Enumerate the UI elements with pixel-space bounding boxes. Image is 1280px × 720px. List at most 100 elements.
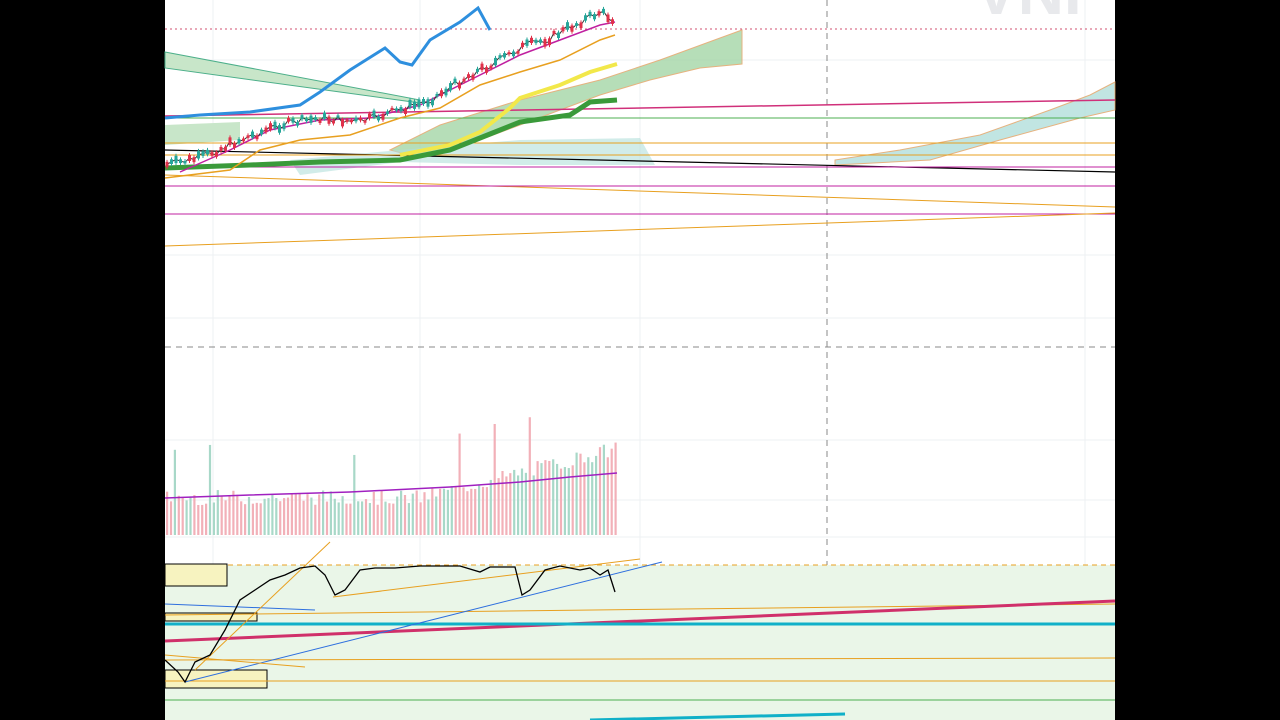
volume-bar <box>255 502 258 535</box>
volume-bar <box>548 460 551 535</box>
volume-bar <box>407 503 410 535</box>
volume-bar <box>232 490 235 535</box>
candle <box>570 25 574 32</box>
candle <box>489 65 493 69</box>
candle <box>435 93 439 97</box>
cloud <box>165 122 240 145</box>
candle <box>278 125 281 133</box>
label-box <box>164 669 268 689</box>
volume-bar <box>505 476 508 535</box>
volume-bar <box>544 460 547 535</box>
candle <box>336 115 340 118</box>
candle <box>264 127 268 133</box>
candle <box>404 108 407 114</box>
candle <box>440 90 443 97</box>
volume-bar <box>466 491 469 535</box>
price-path <box>166 10 613 165</box>
ma-line <box>164 97 618 171</box>
volume-bar <box>571 465 574 535</box>
volume-bar <box>431 487 434 535</box>
candle <box>431 99 434 106</box>
trend-line <box>164 149 1116 173</box>
volume-bar <box>489 479 492 535</box>
candle <box>174 155 178 164</box>
candle <box>561 27 565 32</box>
osc-line <box>184 561 663 683</box>
volume-bar <box>286 497 290 535</box>
candles <box>165 6 614 170</box>
candle <box>345 119 349 122</box>
candle <box>453 78 457 83</box>
candle <box>300 115 304 120</box>
volume-bar <box>353 454 356 535</box>
candle <box>449 83 452 91</box>
candle <box>341 119 344 127</box>
volume-bar <box>517 475 520 535</box>
candle <box>593 14 596 20</box>
volume-bar <box>579 453 582 535</box>
volume-bar <box>602 444 605 535</box>
osc-line <box>164 657 1116 661</box>
volume-bar <box>372 491 375 535</box>
volume-bar <box>454 486 457 535</box>
volume-bar <box>181 498 184 535</box>
candle <box>426 99 430 107</box>
volume-bar <box>536 461 539 535</box>
candle <box>210 152 214 156</box>
volume-bar <box>341 496 344 535</box>
candle <box>224 146 227 151</box>
candle <box>228 137 232 145</box>
osc-zone <box>165 565 1115 720</box>
volume-bar <box>419 502 422 535</box>
candle <box>516 51 520 54</box>
volume-bar <box>384 501 387 535</box>
volume-bar <box>263 498 266 535</box>
volume-bar <box>556 463 559 535</box>
volume-bar <box>462 487 465 535</box>
volume-bar <box>446 489 449 535</box>
candle <box>206 149 209 155</box>
compare-line <box>164 5 492 120</box>
candle <box>197 150 200 159</box>
volume-bar <box>240 501 243 535</box>
candle <box>242 138 245 142</box>
volume-bar <box>247 497 251 535</box>
volume-bar <box>591 462 594 535</box>
volume-bar <box>520 468 524 535</box>
osc-line <box>164 603 1116 616</box>
candle <box>246 135 250 138</box>
volume-bar <box>283 498 286 535</box>
candle <box>269 123 272 130</box>
volume-bar <box>439 488 442 535</box>
candle <box>350 119 353 123</box>
volume-bar <box>267 498 270 535</box>
candle <box>512 51 515 57</box>
candle <box>471 74 475 80</box>
volume-bar <box>220 496 223 535</box>
volume-bar <box>364 499 368 535</box>
volume-bar <box>532 475 535 535</box>
volume-bar <box>388 503 391 535</box>
osc-line <box>164 603 316 611</box>
volume-bar <box>224 500 227 535</box>
volume-bar <box>493 423 496 535</box>
volume-bar <box>236 494 239 535</box>
volume-bar <box>442 488 446 535</box>
candle <box>386 111 389 114</box>
candle <box>557 32 560 39</box>
candle <box>417 99 421 108</box>
candle <box>354 117 358 122</box>
trend-line <box>164 174 1116 208</box>
volume-bar <box>333 498 336 535</box>
candle <box>485 67 488 73</box>
candle <box>507 52 511 55</box>
candle <box>584 15 587 21</box>
volume-bar <box>403 495 407 535</box>
volume-bar <box>368 502 371 535</box>
volume-bar <box>275 498 278 535</box>
volume-bar <box>271 494 274 535</box>
candle <box>548 38 551 46</box>
osc-line <box>194 541 331 671</box>
